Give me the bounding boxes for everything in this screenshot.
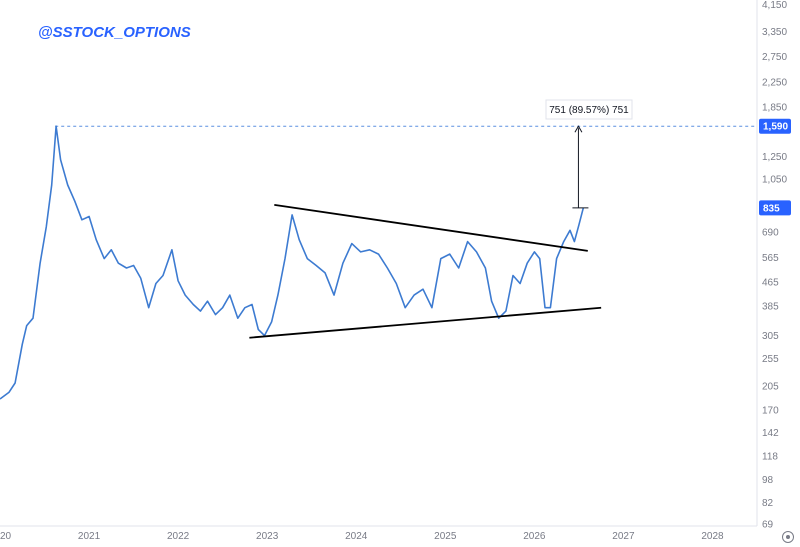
y-tick-label: 1,050: [762, 174, 787, 185]
x-tick-label: 2024: [345, 531, 368, 542]
y-tick-label: 118: [762, 452, 778, 463]
measure-tool[interactable]: 751 (89.57%) 751: [545, 99, 633, 209]
y-tick-label: 205: [762, 382, 779, 393]
x-tick-label: 2021: [78, 531, 101, 542]
gear-icon[interactable]: [782, 531, 794, 543]
watermark: @SSTOCK_OPTIONS: [38, 24, 191, 41]
y-tick-label: 3,350: [762, 27, 787, 38]
y-tick-label: 142: [762, 428, 779, 439]
price-line: [0, 125, 585, 400]
x-tick-label: 2023: [256, 531, 279, 542]
axis-badges: 1,590 835: [759, 118, 791, 216]
y-tick-label: 1,250: [762, 152, 787, 163]
price-series-layer: [0, 125, 585, 400]
y-tick-label: 565: [762, 253, 779, 264]
last-price-badge: [759, 200, 791, 216]
y-tick-label: 2,250: [762, 78, 787, 89]
trendline-layer[interactable]: [249, 203, 602, 339]
x-tick-label: 2022: [167, 531, 190, 542]
reference-price-badge: [759, 118, 791, 134]
measure-label-box: [545, 99, 633, 120]
y-tick-label: 82: [762, 498, 774, 509]
x-tick-label: 2026: [523, 531, 546, 542]
y-tick-label: 69: [762, 520, 774, 531]
x-tick-label: 2025: [434, 531, 457, 542]
last-price-badge-label: 835: [763, 203, 780, 214]
upper-trendline[interactable]: [274, 203, 588, 252]
y-tick-label: 170: [762, 405, 779, 416]
y-tick-label: 465: [762, 278, 779, 289]
y-tick-label: 305: [762, 331, 779, 342]
y-tick-label: 690: [762, 228, 779, 239]
measure-label: 751 (89.57%) 751: [549, 105, 629, 116]
y-tick-label: 98: [762, 475, 774, 486]
y-tick-label: 2,750: [762, 52, 787, 63]
y-tick-label: 4,150: [762, 0, 787, 11]
y-tick-label: 1,850: [762, 102, 787, 113]
y-tick-label: 255: [762, 354, 779, 365]
price-axis[interactable]: 4,150 3,350 2,750 2,250 1,850 1,250 1,050 690 56…: [762, 0, 787, 531]
measure-arrow-head: [574, 125, 583, 133]
y-tick-label: 385: [762, 302, 779, 313]
reference-price-badge-label: 1,590: [763, 122, 788, 133]
lower-trendline[interactable]: [249, 306, 602, 339]
x-tick-label: 2027: [612, 531, 635, 542]
x-tick-label: 2028: [701, 531, 724, 542]
